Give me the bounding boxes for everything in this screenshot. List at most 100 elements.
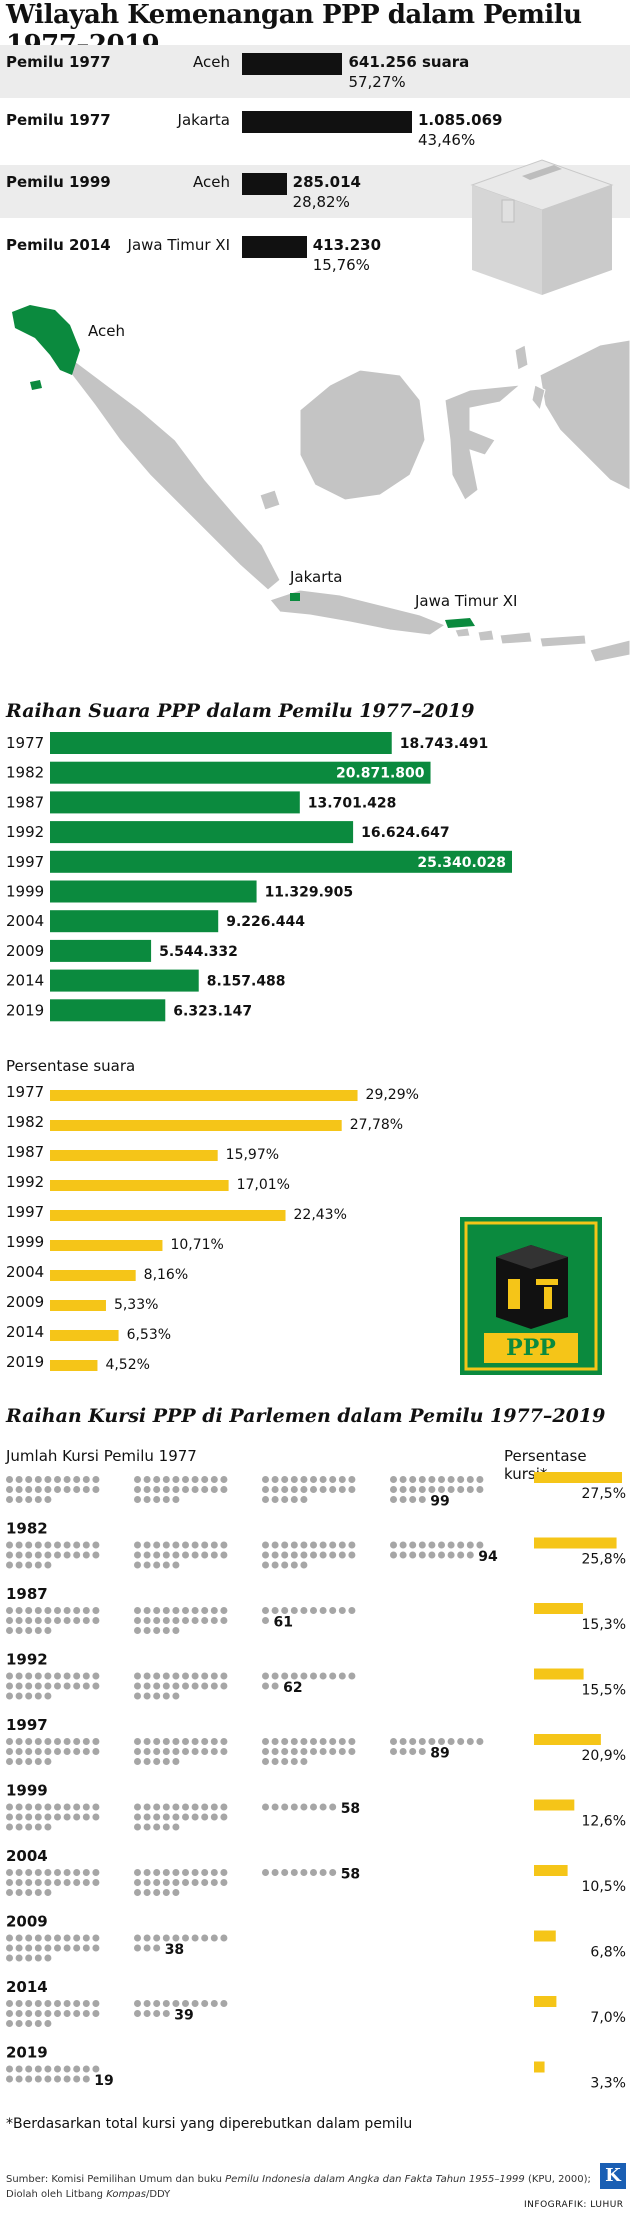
seat-dot — [191, 2000, 199, 2007]
seat-dot — [82, 1672, 90, 1680]
election-label: Pemilu 1977 — [6, 111, 111, 129]
votes-value: 413.230 — [312, 236, 382, 254]
seat-dot — [271, 1672, 279, 1680]
seat-dot — [201, 1803, 209, 1811]
seat-dot — [262, 1758, 269, 1765]
seats-first-year: 1977 — [158, 1447, 197, 1465]
credit: INFOGRAFIK: LUHUR — [524, 2200, 624, 2210]
seat-dot — [25, 1879, 33, 1886]
seat-dot — [92, 1748, 100, 1755]
seats-count-label: 61 — [274, 1615, 293, 1631]
seat-dot — [143, 1879, 151, 1886]
seat-dot — [457, 1541, 465, 1549]
seat-dot — [73, 1869, 81, 1876]
seat-dot — [476, 1486, 484, 1493]
seat-dot — [210, 1476, 218, 1483]
map-label-jakarta: Jakarta — [290, 568, 343, 586]
seat-dot — [162, 1823, 170, 1831]
seat-dot — [220, 1551, 228, 1559]
seat-dot — [290, 1486, 298, 1493]
seats-count-label: 62 — [283, 1680, 302, 1696]
seat-dot — [6, 1889, 13, 1896]
seat-dot — [44, 1607, 52, 1614]
seat-dot — [73, 1551, 81, 1559]
seat-dot — [82, 1934, 90, 1942]
seat-dot — [300, 1758, 308, 1765]
seat-dot — [319, 1541, 327, 1549]
seat-dot — [172, 1823, 180, 1831]
seat-dot — [153, 1889, 161, 1896]
seat-dot — [191, 1486, 199, 1493]
seat-dot — [73, 2010, 81, 2017]
votes-bar — [50, 850, 512, 873]
seat-dot — [143, 1803, 151, 1811]
seat-dot — [6, 1879, 13, 1886]
seat-dot — [329, 1672, 337, 1680]
seat-dot — [338, 1476, 346, 1483]
seats-percent-label: 7,0% — [590, 2010, 626, 2026]
seat-dot — [281, 1803, 289, 1811]
seat-dot — [271, 1738, 279, 1745]
seat-dot — [210, 1551, 218, 1559]
seat-dot — [25, 2010, 33, 2017]
seat-dot — [290, 1476, 298, 1483]
seat-dot — [25, 1476, 33, 1483]
seat-dot — [162, 1879, 170, 1886]
percent-bar — [50, 1210, 286, 1221]
seats-percent-bar — [534, 1996, 557, 2007]
seat-dot — [44, 1541, 52, 1549]
seat-dot — [73, 2075, 81, 2083]
seat-dot — [134, 1803, 141, 1811]
region-label: Jakarta — [177, 111, 230, 129]
seats-series-label: Jumlah Kursi Pemilu 1977 — [6, 1447, 197, 1465]
seat-dot — [73, 1934, 81, 1942]
seat-dot — [191, 1934, 199, 1942]
seat-dot — [319, 1607, 327, 1614]
seat-dot — [329, 1607, 337, 1614]
seat-dot — [281, 1476, 289, 1483]
seat-dot — [172, 1758, 180, 1765]
seat-dot — [34, 1869, 42, 1876]
seat-dot — [191, 1607, 199, 1614]
seat-dot — [182, 1803, 189, 1811]
seat-dot — [418, 1486, 426, 1493]
seat-dot — [300, 1476, 308, 1483]
seat-dot — [399, 1738, 407, 1745]
seat-dot — [201, 1738, 209, 1745]
seats-chart-title: Raihan Kursi PPP di Parlemen dalam Pemil… — [6, 1405, 606, 1427]
seat-dot — [15, 1627, 23, 1634]
seat-dot — [438, 1738, 445, 1745]
seat-dot — [34, 2020, 42, 2027]
seat-dot — [271, 1486, 279, 1493]
seat-dot — [25, 1617, 33, 1624]
seat-dot — [143, 2000, 151, 2007]
seat-dot — [15, 1869, 23, 1876]
seat-dot — [25, 1551, 33, 1559]
seat-dot — [143, 1692, 151, 1700]
seat-dot — [153, 1607, 161, 1614]
seat-dot — [153, 1476, 161, 1483]
seat-dot — [153, 1934, 161, 1942]
seat-dot — [143, 1607, 151, 1614]
votes-bar — [50, 880, 257, 903]
seat-dot — [44, 1879, 52, 1886]
seat-dot — [54, 1748, 61, 1755]
seat-dot — [6, 1672, 13, 1680]
seat-dot — [201, 1551, 209, 1559]
seat-dot — [290, 1672, 298, 1680]
votes-data-label: 8.157.488 — [207, 974, 286, 990]
timor-island — [589, 639, 630, 663]
seat-dot — [153, 2000, 161, 2007]
seat-dot — [63, 1879, 71, 1886]
jakarta-region — [290, 593, 300, 601]
seat-dot — [153, 1617, 161, 1624]
seat-dot — [290, 1738, 298, 1745]
seat-dot — [457, 1551, 465, 1559]
region-label: Aceh — [193, 53, 230, 71]
seat-dot — [210, 1803, 218, 1811]
seat-dot — [82, 1869, 90, 1876]
votes-percent: 15,76% — [312, 256, 370, 274]
seat-dot — [210, 1934, 218, 1942]
seat-dot — [34, 1682, 42, 1690]
seat-dot — [262, 1748, 269, 1755]
